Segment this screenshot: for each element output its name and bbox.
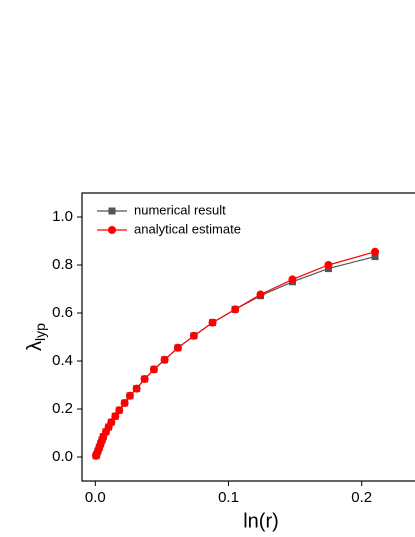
y-tick-label: 0.6 [52,304,73,321]
data-point [324,261,333,269]
y-tick-label: 1.0 [52,208,73,225]
data-point [132,384,141,393]
x-tick-label: 0.2 [351,489,372,506]
legend-marker [108,207,116,215]
data-point [115,406,124,415]
x-tick-label: 0.1 [218,489,239,506]
y-label-sub: lyp [32,323,48,341]
data-point [120,399,129,407]
y-tick-label: 0.2 [52,400,73,417]
data-point [371,253,379,261]
data-point [149,365,158,374]
data-point [111,412,120,421]
y-axis-label: λlyp [24,323,47,351]
y-tick-label: 0.8 [52,256,73,273]
legend-label: numerical result [134,202,226,217]
data-point [160,355,169,364]
series-line [95,256,376,457]
y-tick-label: 0.0 [52,448,73,465]
data-point [256,290,265,299]
data-point [173,343,182,352]
data-point [189,331,198,340]
data-point [125,391,134,400]
legend-label: analytical estimate [134,221,241,236]
legend-marker [108,226,116,234]
data-point [371,247,380,256]
x-axis-label: ln(r) [243,510,279,532]
data-point [208,318,217,327]
x-tick-label: 0.0 [85,489,106,506]
data-point [288,275,297,284]
data-point [107,418,116,427]
series-line [95,251,376,457]
data-point [231,305,240,314]
plot-frame [81,192,415,482]
y-tick-label: 0.4 [52,352,73,369]
y-label-main: λ [24,341,46,351]
data-point [140,375,149,383]
